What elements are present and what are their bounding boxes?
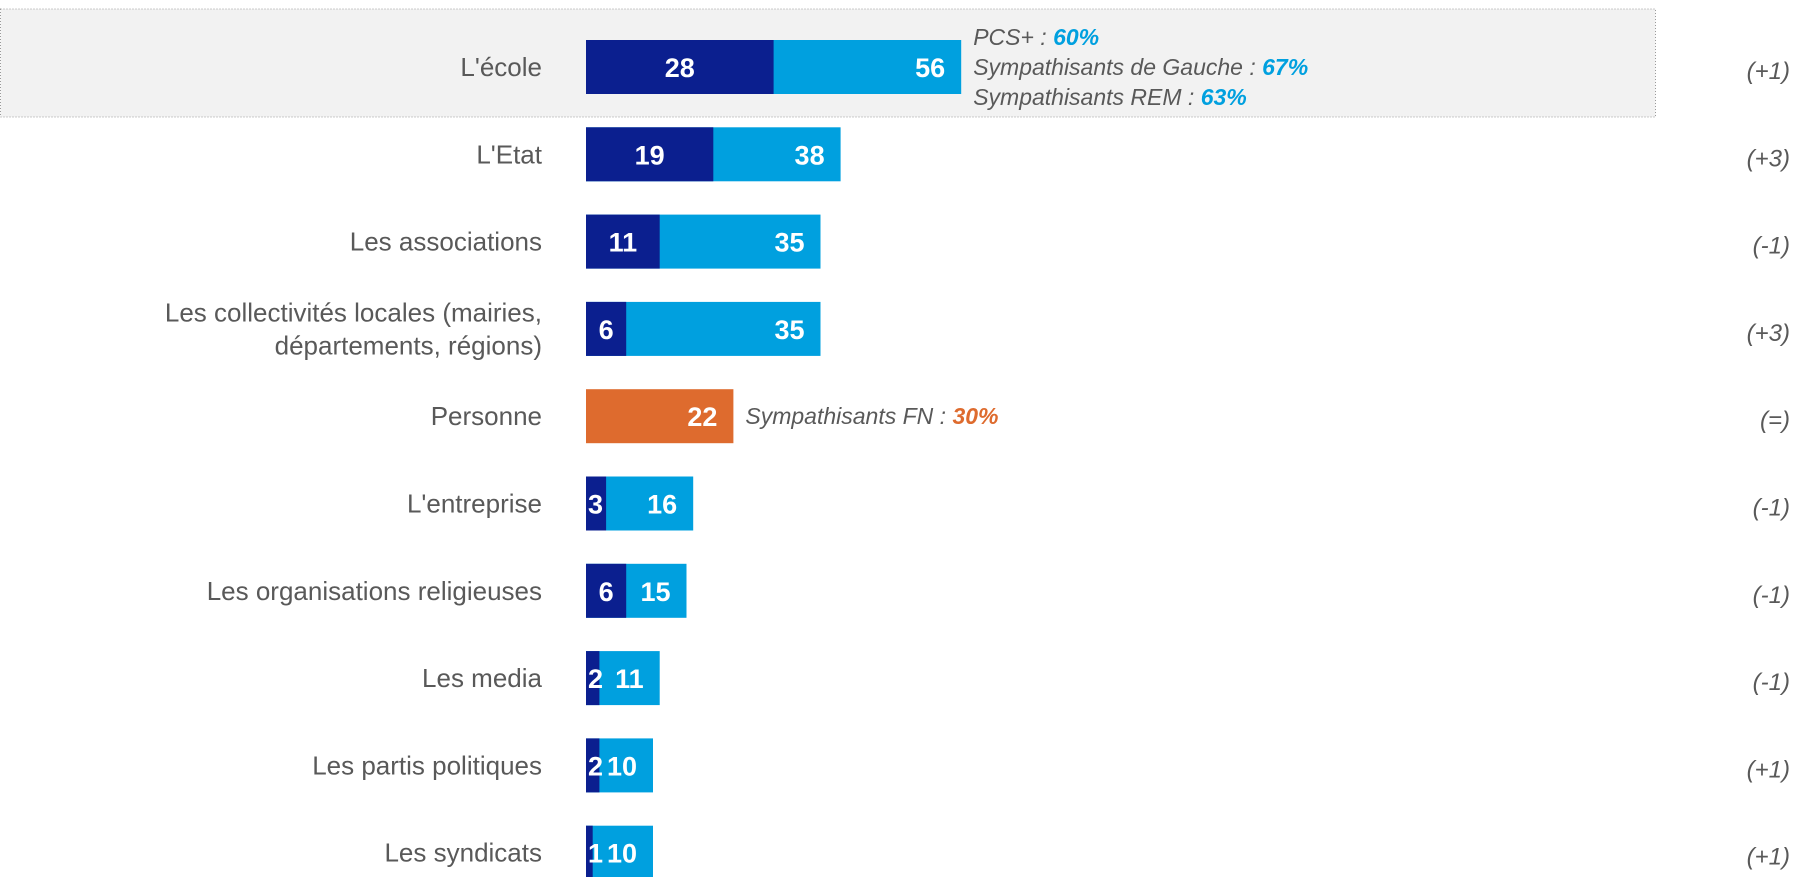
category-label: Les media (422, 663, 542, 693)
value-label-total: 22 (687, 402, 717, 432)
evolution-label: (+3) (1747, 145, 1790, 172)
bar-total (586, 389, 734, 444)
value-label-total: 35 (774, 315, 804, 345)
bar-first (586, 651, 600, 706)
evolution-label: (-1) (1753, 233, 1790, 260)
category-label: Les organisations religieuses (207, 576, 542, 606)
annotation-line: PCS+ : 60% (973, 24, 1099, 50)
category-label: L'Etat (476, 139, 542, 169)
value-label-total: 10 (607, 751, 637, 781)
bar-first (586, 127, 714, 182)
value-label-first: 11 (609, 228, 638, 258)
value-label-first: 6 (599, 577, 614, 607)
annotation-line: Sympathisants de Gauche : 67% (973, 54, 1308, 80)
value-label-total: 16 (647, 490, 677, 520)
value-label-first: 3 (588, 490, 603, 520)
bar-first (586, 476, 607, 531)
bar-first (586, 301, 627, 356)
evolution-label: (+1) (1747, 844, 1790, 871)
value-label-first: 1 (588, 839, 603, 869)
category-label: L'entreprise (407, 489, 542, 519)
category-label: Les partis politiques (312, 750, 542, 780)
value-label-first: 28 (665, 53, 695, 83)
value-label-total: 11 (615, 664, 644, 694)
value-label-total: 15 (640, 577, 670, 607)
evolution-label: (+3) (1747, 320, 1790, 347)
evolution-label: (+1) (1747, 58, 1790, 85)
bar-first (586, 214, 660, 269)
evolution-label: (-1) (1753, 495, 1790, 522)
category-label: Personne (431, 401, 542, 431)
value-label-first: 2 (588, 664, 603, 694)
value-label-first: 2 (588, 751, 603, 781)
annotation-line: Sympathisants FN : 30% (745, 403, 998, 429)
bar-first (586, 563, 627, 618)
value-label-first: 19 (635, 140, 665, 170)
evolution-label: (=) (1760, 407, 1790, 434)
value-label-first: 6 (599, 315, 614, 345)
bar-first (586, 738, 600, 793)
bar-total (586, 825, 653, 877)
evolution-label: (-1) (1753, 582, 1790, 609)
annotation-line: Sympathisants REM : 63% (973, 84, 1247, 110)
value-label-total: 56 (915, 53, 945, 83)
category-label: Les syndicats (384, 838, 542, 868)
evolution-label: (+1) (1747, 756, 1790, 783)
value-label-total: 10 (607, 839, 637, 869)
category-label: Les associations (350, 227, 542, 257)
bar-first (586, 40, 774, 94)
bar-first (586, 825, 593, 877)
value-label-total: 38 (795, 140, 825, 170)
category-label: Les collectivités locales (mairies, dépar… (165, 297, 542, 360)
value-label-total: 35 (774, 228, 804, 258)
evolution-label: (-1) (1753, 669, 1790, 696)
category-label: L'école (460, 52, 542, 82)
